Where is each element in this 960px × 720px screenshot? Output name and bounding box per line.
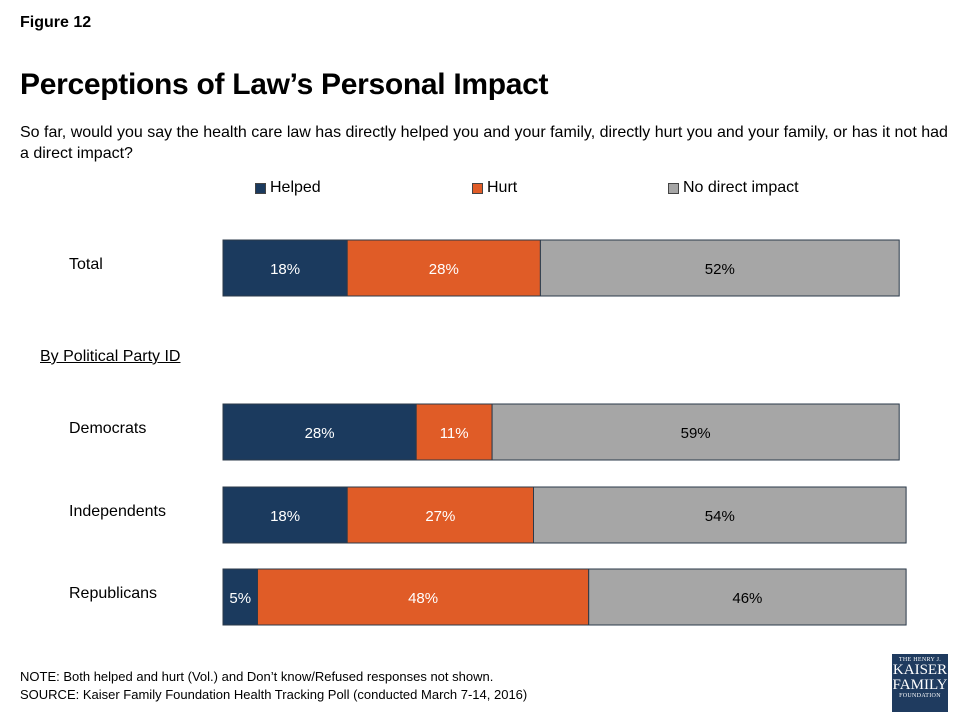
data-label-republicans-hurt: 48%	[408, 590, 438, 607]
bar-total-no-direct-impact	[539, 239, 900, 297]
legend-item-no-impact: No direct impact	[668, 179, 799, 197]
data-label-democrats-helped: 28%	[305, 425, 335, 442]
data-label-independents-hurt: 27%	[425, 508, 455, 525]
chart-subtitle: So far, would you say the health care la…	[20, 124, 948, 162]
bar-democrats-hurt	[415, 403, 493, 461]
legend-label-helped: Helped	[270, 179, 321, 196]
legend-label-hurt: Hurt	[487, 179, 518, 196]
legend-swatch-helped	[255, 182, 266, 194]
chart-title: Perceptions of Law’s Personal Impact	[20, 68, 549, 101]
data-label-total-hurt: 28%	[429, 261, 459, 278]
data-label-independents-helped: 18%	[270, 508, 300, 525]
bar-total-hurt	[346, 239, 541, 297]
legend-swatch-no-impact	[668, 182, 679, 194]
legend-swatch-hurt	[472, 182, 483, 194]
bar-independents-no-direct-impact	[533, 486, 907, 544]
legend-item-helped: Helped	[255, 179, 321, 197]
legend-label-no-impact: No direct impact	[683, 179, 799, 196]
note-text: NOTE: Both helped and hurt (Vol.) and Do…	[20, 669, 494, 684]
bar-independents-hurt	[346, 486, 535, 544]
data-label-democrats-hurt: 11%	[440, 425, 469, 442]
bar-total-helped	[222, 239, 348, 297]
bar-republicans-hurt	[257, 568, 590, 626]
kff-logo: THE HENRY J. KAISER FAMILY FOUNDATION	[892, 654, 948, 712]
chart-notes: NOTE: Both helped and hurt (Vol.) and Do…	[20, 668, 527, 704]
bar-independents-helped	[222, 486, 348, 544]
data-label-total-helped: 18%	[270, 261, 300, 278]
data-label-independents-no-direct-impact: 54%	[705, 508, 735, 525]
bar-republicans-helped	[222, 568, 258, 626]
legend-item-hurt: Hurt	[472, 179, 517, 197]
data-label-republicans-no-direct-impact: 46%	[732, 590, 762, 607]
chart-legend: Helped Hurt No direct impact	[0, 179, 960, 199]
logo-line-3: FAMILY	[892, 677, 948, 693]
data-label-republicans-helped: 5%	[229, 590, 251, 607]
source-text: SOURCE: Kaiser Family Foundation Health …	[20, 687, 528, 702]
category-label-total: Total	[69, 256, 103, 273]
group-header: By Political Party ID	[40, 348, 181, 365]
category-label-democrats: Democrats	[69, 420, 146, 437]
data-label-democrats-no-direct-impact: 59%	[681, 425, 711, 442]
category-label-republicans: Republicans	[69, 585, 157, 602]
bar-democrats-helped	[222, 403, 417, 461]
logo-line-4: FOUNDATION	[899, 693, 941, 699]
logo-line-1: THE HENRY J.	[898, 657, 942, 663]
category-label-independents: Independents	[69, 503, 166, 520]
logo-line-2: KAISER	[892, 662, 948, 678]
bar-republicans-no-direct-impact	[588, 568, 907, 626]
bar-democrats-no-direct-impact	[491, 403, 900, 461]
data-label-total-no-direct-impact: 52%	[705, 261, 735, 278]
figure-label: Figure 12	[20, 14, 92, 31]
